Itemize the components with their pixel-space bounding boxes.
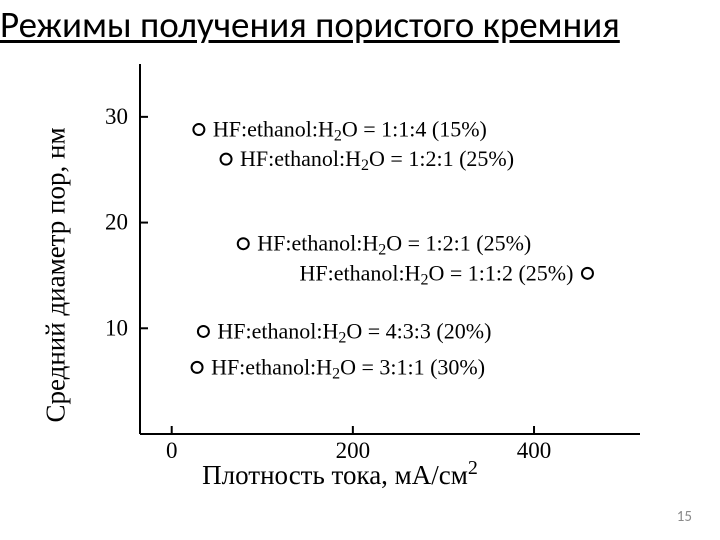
point-label: HF:ethanol:H2O = 1:2:1 (25%) [257,231,531,259]
scatter-plot: 0 200 400 10 20 30 HF:ethanol:H2O = 1:1:4 (1… [80,64,640,470]
point-label: HF:ethanol:H2O = 1:1:4 (15%) [213,117,487,145]
x-ticks: 0 200 400 [166,426,551,463]
data-point [192,362,203,373]
y-tick-label: 30 [105,104,128,129]
data-point [193,124,204,135]
page-number: 15 [677,508,692,526]
data-point [238,238,249,249]
point-label: HF:ethanol:H2O = 1:2:1 (25%) [240,146,514,174]
x-tick-label: 0 [166,438,178,463]
y-ticks: 10 20 30 [105,104,148,340]
data-point [198,326,209,337]
point-label: HF:ethanol:H2O = 4:3:3 (20%) [217,318,491,346]
point-label: HF:ethanol:H2O = 1:1:2 (25%) [299,260,573,288]
slide-title: Режимы получения пористого кремния [0,2,720,47]
point-label: HF:ethanol:H2O = 3:1:1 (30%) [211,354,485,382]
x-tick-label: 400 [517,438,552,463]
data-point [582,268,593,279]
point-labels: HF:ethanol:H2O = 1:1:4 (15%)HF:ethanol:H… [211,117,573,383]
data-point [221,154,232,165]
y-tick-label: 10 [105,315,128,340]
x-tick-label: 200 [336,438,371,463]
y-tick-label: 20 [105,210,128,235]
y-axis-label: Средний диаметр пор, нм [41,127,72,422]
